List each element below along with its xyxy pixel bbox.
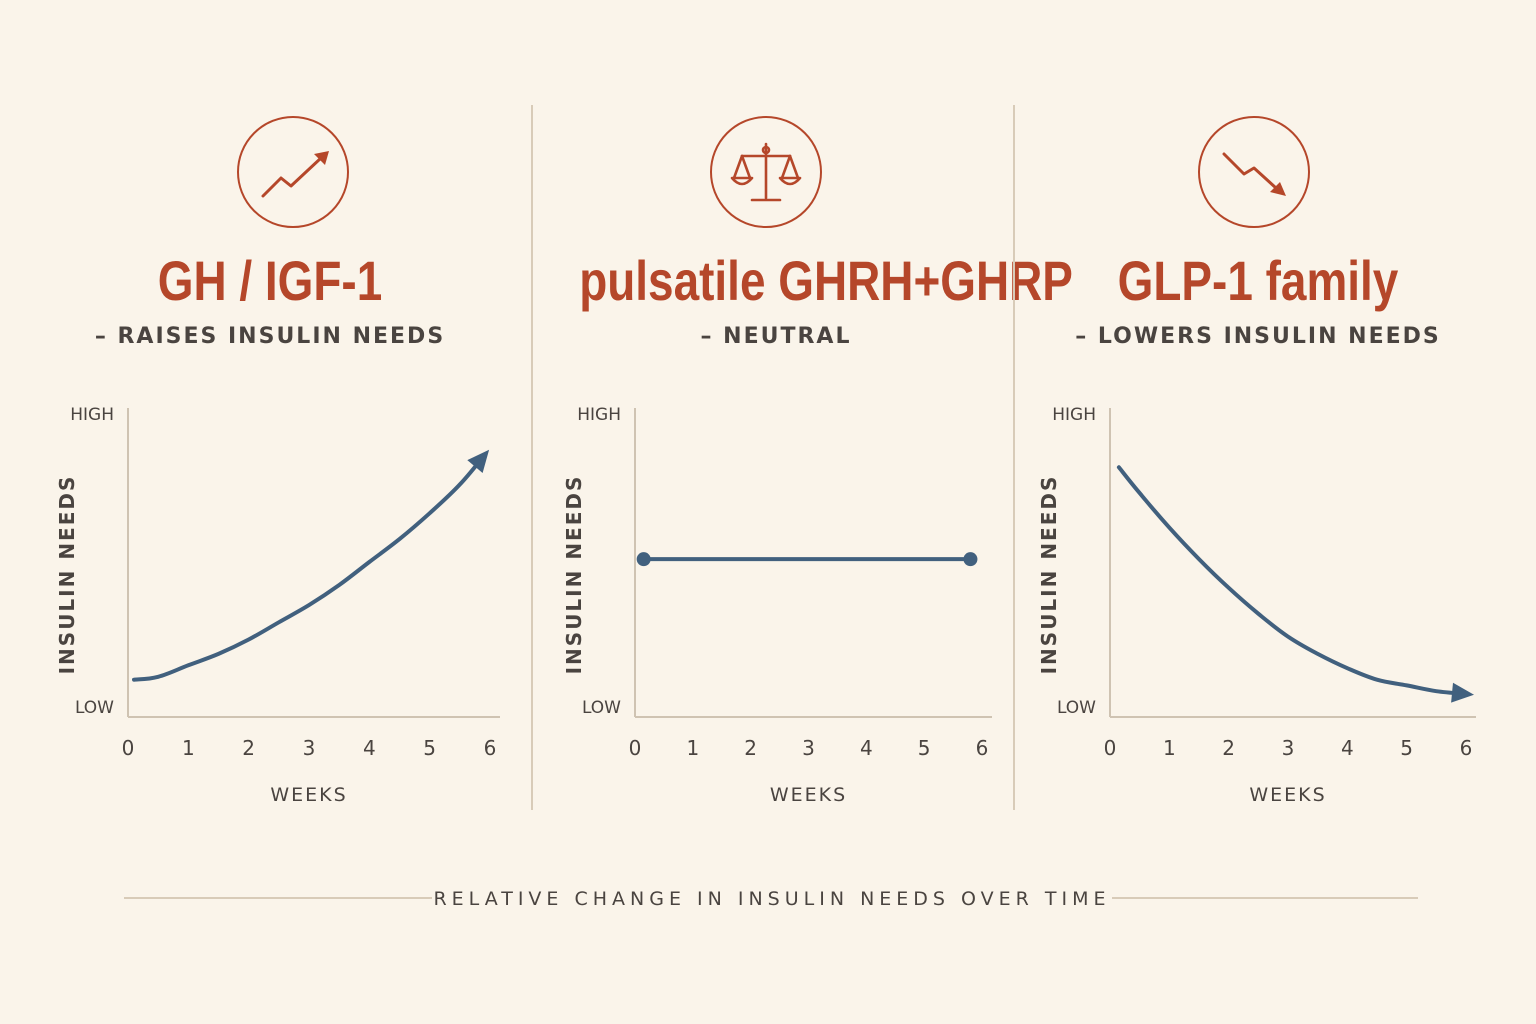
chart-ghrh-ghrp: HIGH LOW 0 1 2 3 4 5 6 WEEKS INSULIN NEEDS xyxy=(562,405,992,806)
x-tick-label: 1 xyxy=(1163,736,1176,760)
arrow-head xyxy=(467,449,490,473)
footer-rule-left xyxy=(124,897,432,899)
chart-glp1: HIGH LOW 0 1 2 3 4 5 6 WEEKS INSULIN NEEDS xyxy=(1037,405,1476,806)
trend-up-icon xyxy=(237,116,349,228)
data-point xyxy=(636,552,651,567)
y-tick-label: HIGH xyxy=(1052,405,1096,425)
x-tick-label: 5 xyxy=(918,736,931,760)
y-tick-label: LOW xyxy=(1057,698,1096,718)
y-tick-label: LOW xyxy=(75,698,114,718)
divider xyxy=(531,105,533,810)
data-point xyxy=(963,552,978,567)
panel-subtitle: – RAISES INSULIN NEEDS xyxy=(94,324,446,349)
panel-title: GH / IGF-1 xyxy=(157,249,383,312)
x-tick-label: 3 xyxy=(1282,736,1295,760)
divider xyxy=(1013,105,1015,810)
x-tick-label: 5 xyxy=(423,736,436,760)
series-line xyxy=(1116,465,1468,696)
footer-caption: RELATIVE CHANGE IN INSULIN NEEDS OVER TI… xyxy=(433,888,1111,910)
panel-title: pulsatile GHRH+GHRP xyxy=(579,249,1073,312)
x-tick-label: 6 xyxy=(484,736,497,760)
x-tick-label: 0 xyxy=(629,736,642,760)
arrow-head xyxy=(1451,682,1474,703)
x-tick-label: 0 xyxy=(122,736,135,760)
trend-down-icon xyxy=(1198,116,1310,228)
y-axis-label: INSULIN NEEDS xyxy=(1037,475,1061,675)
x-axis-label: WEEKS xyxy=(1249,784,1326,806)
x-tick-label: 3 xyxy=(303,736,316,760)
y-axis-label: INSULIN NEEDS xyxy=(562,475,586,675)
x-tick-label: 4 xyxy=(1341,736,1354,760)
x-tick-label: 1 xyxy=(182,736,195,760)
x-tick-label: 4 xyxy=(860,736,873,760)
panel-title: GLP-1 family xyxy=(1117,249,1399,312)
x-tick-label: 1 xyxy=(686,736,699,760)
x-tick-label: 6 xyxy=(976,736,989,760)
x-tick-label: 5 xyxy=(1400,736,1413,760)
y-axis-label: INSULIN NEEDS xyxy=(55,475,79,675)
x-tick-label: 3 xyxy=(802,736,815,760)
panel-subtitle: – LOWERS INSULIN NEEDS xyxy=(1075,324,1441,349)
x-tick-label: 2 xyxy=(1222,736,1235,760)
panel-glp1: GLP-1 family – LOWERS INSULIN NEEDS HIGH… xyxy=(1018,100,1498,820)
x-axis-label: WEEKS xyxy=(270,784,347,806)
x-tick-label: 6 xyxy=(1460,736,1473,760)
y-tick-label: LOW xyxy=(582,698,621,718)
y-tick-label: HIGH xyxy=(70,405,114,425)
panel-gh-igf1: GH / IGF-1 – RAISES INSULIN NEEDS HIGH LO… xyxy=(30,100,510,820)
y-tick-label: HIGH xyxy=(577,405,621,425)
footer-rule-right xyxy=(1112,897,1418,899)
series-line xyxy=(132,453,486,682)
x-tick-label: 0 xyxy=(1104,736,1117,760)
x-tick-label: 2 xyxy=(242,736,255,760)
x-tick-label: 2 xyxy=(744,736,757,760)
panel-ghrh-ghrp: pulsatile GHRH+GHRP – NEUTRAL HIGH LOW 0 1 2… xyxy=(536,100,1073,820)
x-tick-label: 4 xyxy=(363,736,376,760)
x-axis-label: WEEKS xyxy=(770,784,847,806)
balance-scale-icon xyxy=(710,116,822,228)
panel-subtitle: – NEUTRAL xyxy=(700,324,852,349)
chart-gh-igf1: HIGH LOW 0 1 2 3 4 5 6 WEEKS INSULIN NEEDS xyxy=(55,405,500,806)
